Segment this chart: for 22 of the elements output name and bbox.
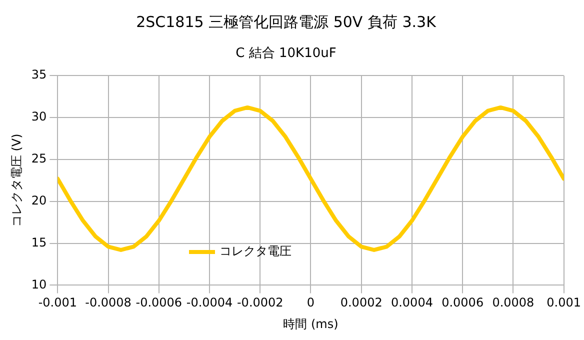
- x-tick-label: -0.0004: [186, 296, 233, 310]
- x-axis-title: 時間 (ms): [283, 316, 338, 331]
- x-tick-label: 0.001: [546, 296, 582, 310]
- y-tick-label: 15: [31, 235, 47, 250]
- x-tick-label: 0.0004: [390, 296, 433, 310]
- x-tick-label: -0.0008: [85, 296, 132, 310]
- legend-label: コレクタ電圧: [219, 243, 292, 260]
- y-tick-label: 20: [31, 193, 47, 208]
- x-tick-label: -0.0006: [136, 296, 182, 310]
- y-tick-label: 30: [31, 110, 47, 124]
- x-tick-label: 0.0002: [340, 296, 382, 310]
- x-tick-label: -0.0002: [236, 296, 284, 310]
- y-axis-title: コレクタ電圧 (V): [9, 134, 24, 228]
- chart-subtitle: C 結合 10K10uF: [236, 46, 336, 62]
- chart-title: 2SC1815 三極管化回路電源 50V 負荷 3.3K: [136, 12, 438, 31]
- x-tick-label: 0.0006: [442, 296, 484, 310]
- y-tick-label: 10: [31, 277, 47, 292]
- y-tick-label: 25: [31, 152, 47, 166]
- y-tick-label: 35: [31, 68, 47, 82]
- x-tick-label: 0: [306, 296, 315, 310]
- x-tick-label: 0.0008: [492, 296, 534, 310]
- x-tick-label: -0.001: [38, 296, 78, 310]
